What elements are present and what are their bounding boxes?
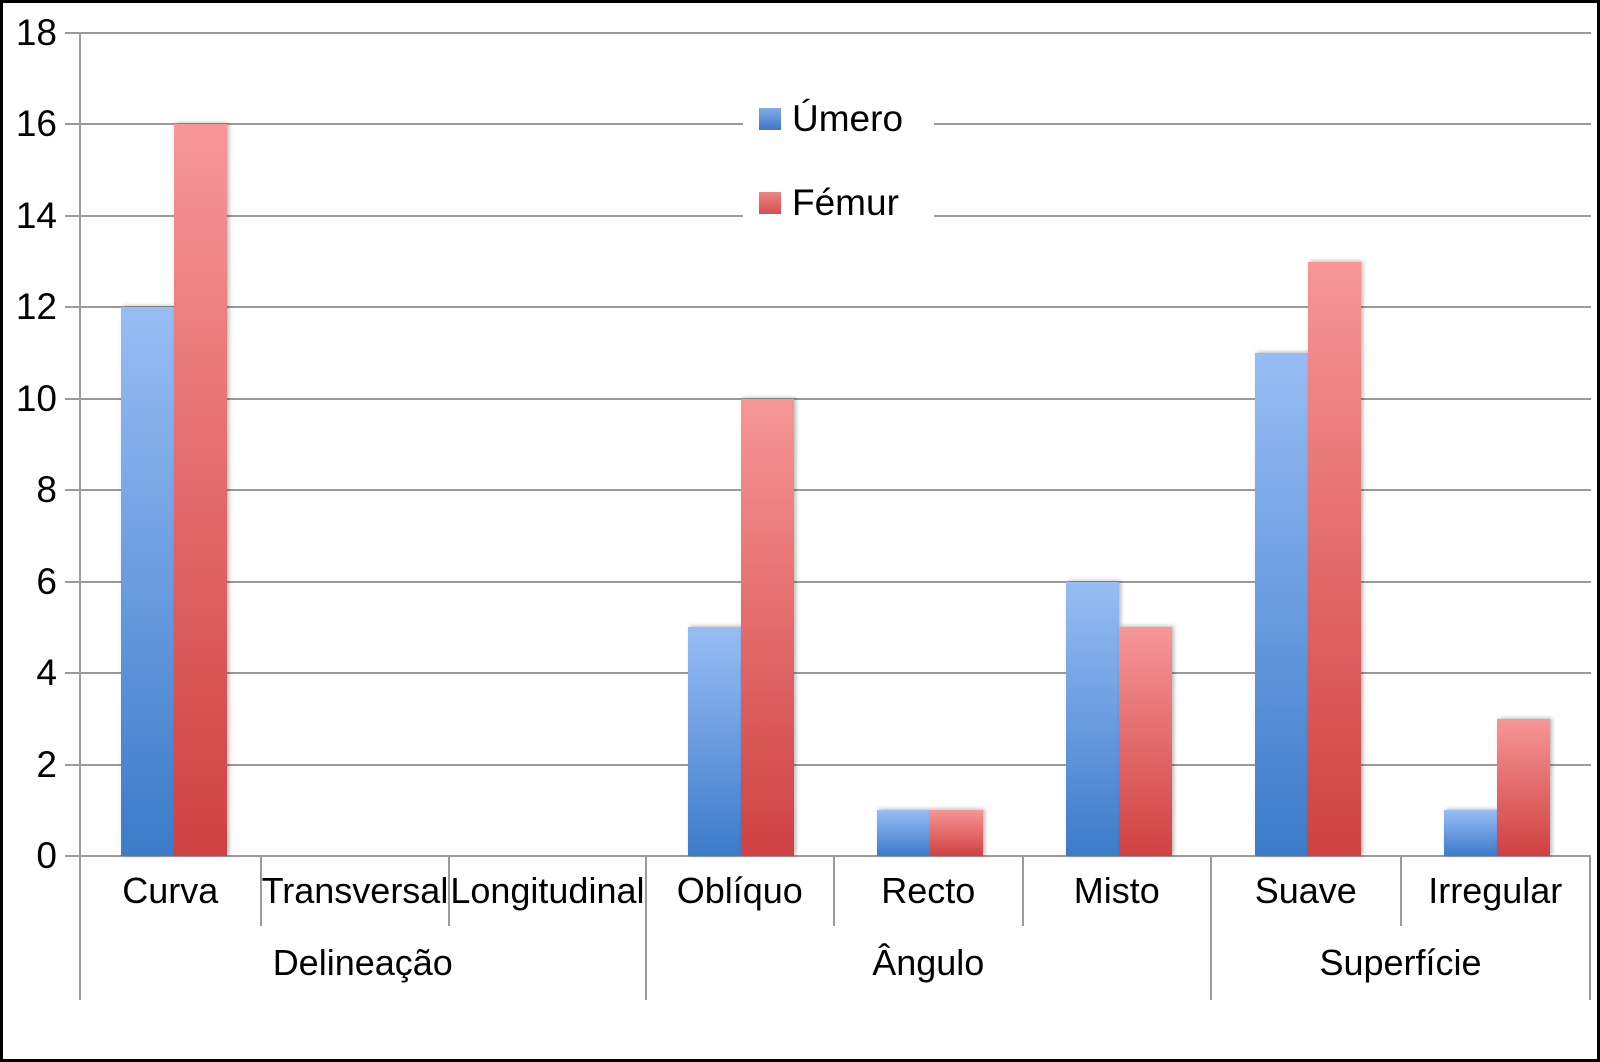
bar-umero-suave: [1254, 353, 1308, 856]
category-label-transversal: Transversal: [262, 856, 451, 926]
bar-umero-recto: [876, 810, 930, 856]
gridline-12: [79, 306, 1591, 309]
gridline-8: [79, 489, 1591, 492]
y-tick-label-4: 4: [36, 652, 57, 694]
legend-marker-umero-icon: [759, 108, 781, 130]
x-axis-category-table: Curva Transversal Longitudinal Delineação Ob…: [79, 856, 1591, 1000]
legend-label-femur: Fémur: [792, 182, 899, 223]
bar-umero-obliquo: [687, 627, 741, 856]
bar-femur-irregular: [1496, 718, 1550, 856]
bar-femur-misto: [1118, 627, 1172, 856]
gridline-2: [79, 763, 1591, 766]
y-tick-label-14: 14: [15, 194, 57, 236]
bar-femur-curva: [173, 124, 227, 856]
category-label-irregular: Irregular: [1428, 870, 1563, 911]
category-label-misto: Misto: [1073, 870, 1160, 911]
y-tick-12: [65, 306, 79, 309]
group-label-angulo: Ângulo: [872, 942, 985, 983]
legend: Úmero Fémur: [743, 83, 934, 245]
y-axis-line: [79, 33, 81, 1000]
gridline-0: [79, 855, 1591, 857]
group-label-delineacao: Delineação: [272, 942, 453, 983]
bar-umero-misto: [1065, 581, 1119, 856]
bar-femur-recto: [929, 810, 983, 856]
category-label-obliquo: Oblíquo: [647, 856, 835, 926]
gridline-6: [79, 580, 1591, 583]
category-row-superficie: Suave Irregular: [1212, 856, 1589, 926]
group-superficie: Suave Irregular Superfície: [1212, 856, 1589, 1000]
legend-label-umero: Úmero: [792, 98, 904, 139]
category-label-suave: Suave: [1212, 856, 1402, 926]
y-tick-8: [65, 489, 79, 492]
legend-entry-umero: Úmero: [759, 99, 934, 139]
y-tick-18: [65, 32, 79, 34]
y-tick-label-8: 8: [36, 469, 57, 511]
y-tick-0: [65, 855, 79, 857]
y-tick-label-2: 2: [36, 743, 57, 785]
y-tick-label-0: 0: [36, 835, 57, 876]
gridline-18: [79, 32, 1591, 34]
category-row-angulo: Oblíquo Recto Misto: [647, 856, 1211, 926]
legend-entry-femur: Fémur: [759, 183, 934, 223]
bar-umero-irregular: [1443, 810, 1497, 856]
y-tick-label-18: 18: [15, 12, 57, 53]
y-axis-labels: 18 16 14 12 10 8 6 4 2 0: [3, 3, 59, 1059]
y-tick-4: [65, 672, 79, 675]
category-row-delineacao: Curva Transversal Longitudinal: [81, 856, 645, 926]
gridline-4: [79, 672, 1591, 675]
group-label-superficie: Superfície: [1319, 942, 1482, 983]
y-tick-10: [65, 397, 79, 400]
plot-area: [65, 32, 1591, 1000]
y-tick-14: [65, 214, 79, 217]
bar-femur-obliquo: [740, 398, 794, 856]
gridline-10: [79, 397, 1591, 400]
y-tick-label-16: 16: [15, 103, 57, 145]
y-tick-label-10: 10: [15, 377, 57, 419]
category-label-curva: Curva: [81, 856, 262, 926]
y-tick-label-6: 6: [36, 560, 57, 602]
group-delineacao: Curva Transversal Longitudinal Delineação: [81, 856, 647, 1000]
y-tick-16: [65, 123, 79, 126]
bar-umero-curva: [120, 307, 174, 856]
group-angulo: Oblíquo Recto Misto Ângulo: [647, 856, 1212, 1000]
y-tick-label-12: 12: [15, 286, 57, 328]
y-tick-6: [65, 580, 79, 583]
category-label-longitudinal: Longitudinal: [450, 870, 645, 911]
category-label-recto: Recto: [835, 856, 1024, 926]
bar-femur-suave: [1307, 261, 1361, 856]
y-tick-2: [65, 763, 79, 766]
legend-marker-femur-icon: [759, 192, 781, 214]
